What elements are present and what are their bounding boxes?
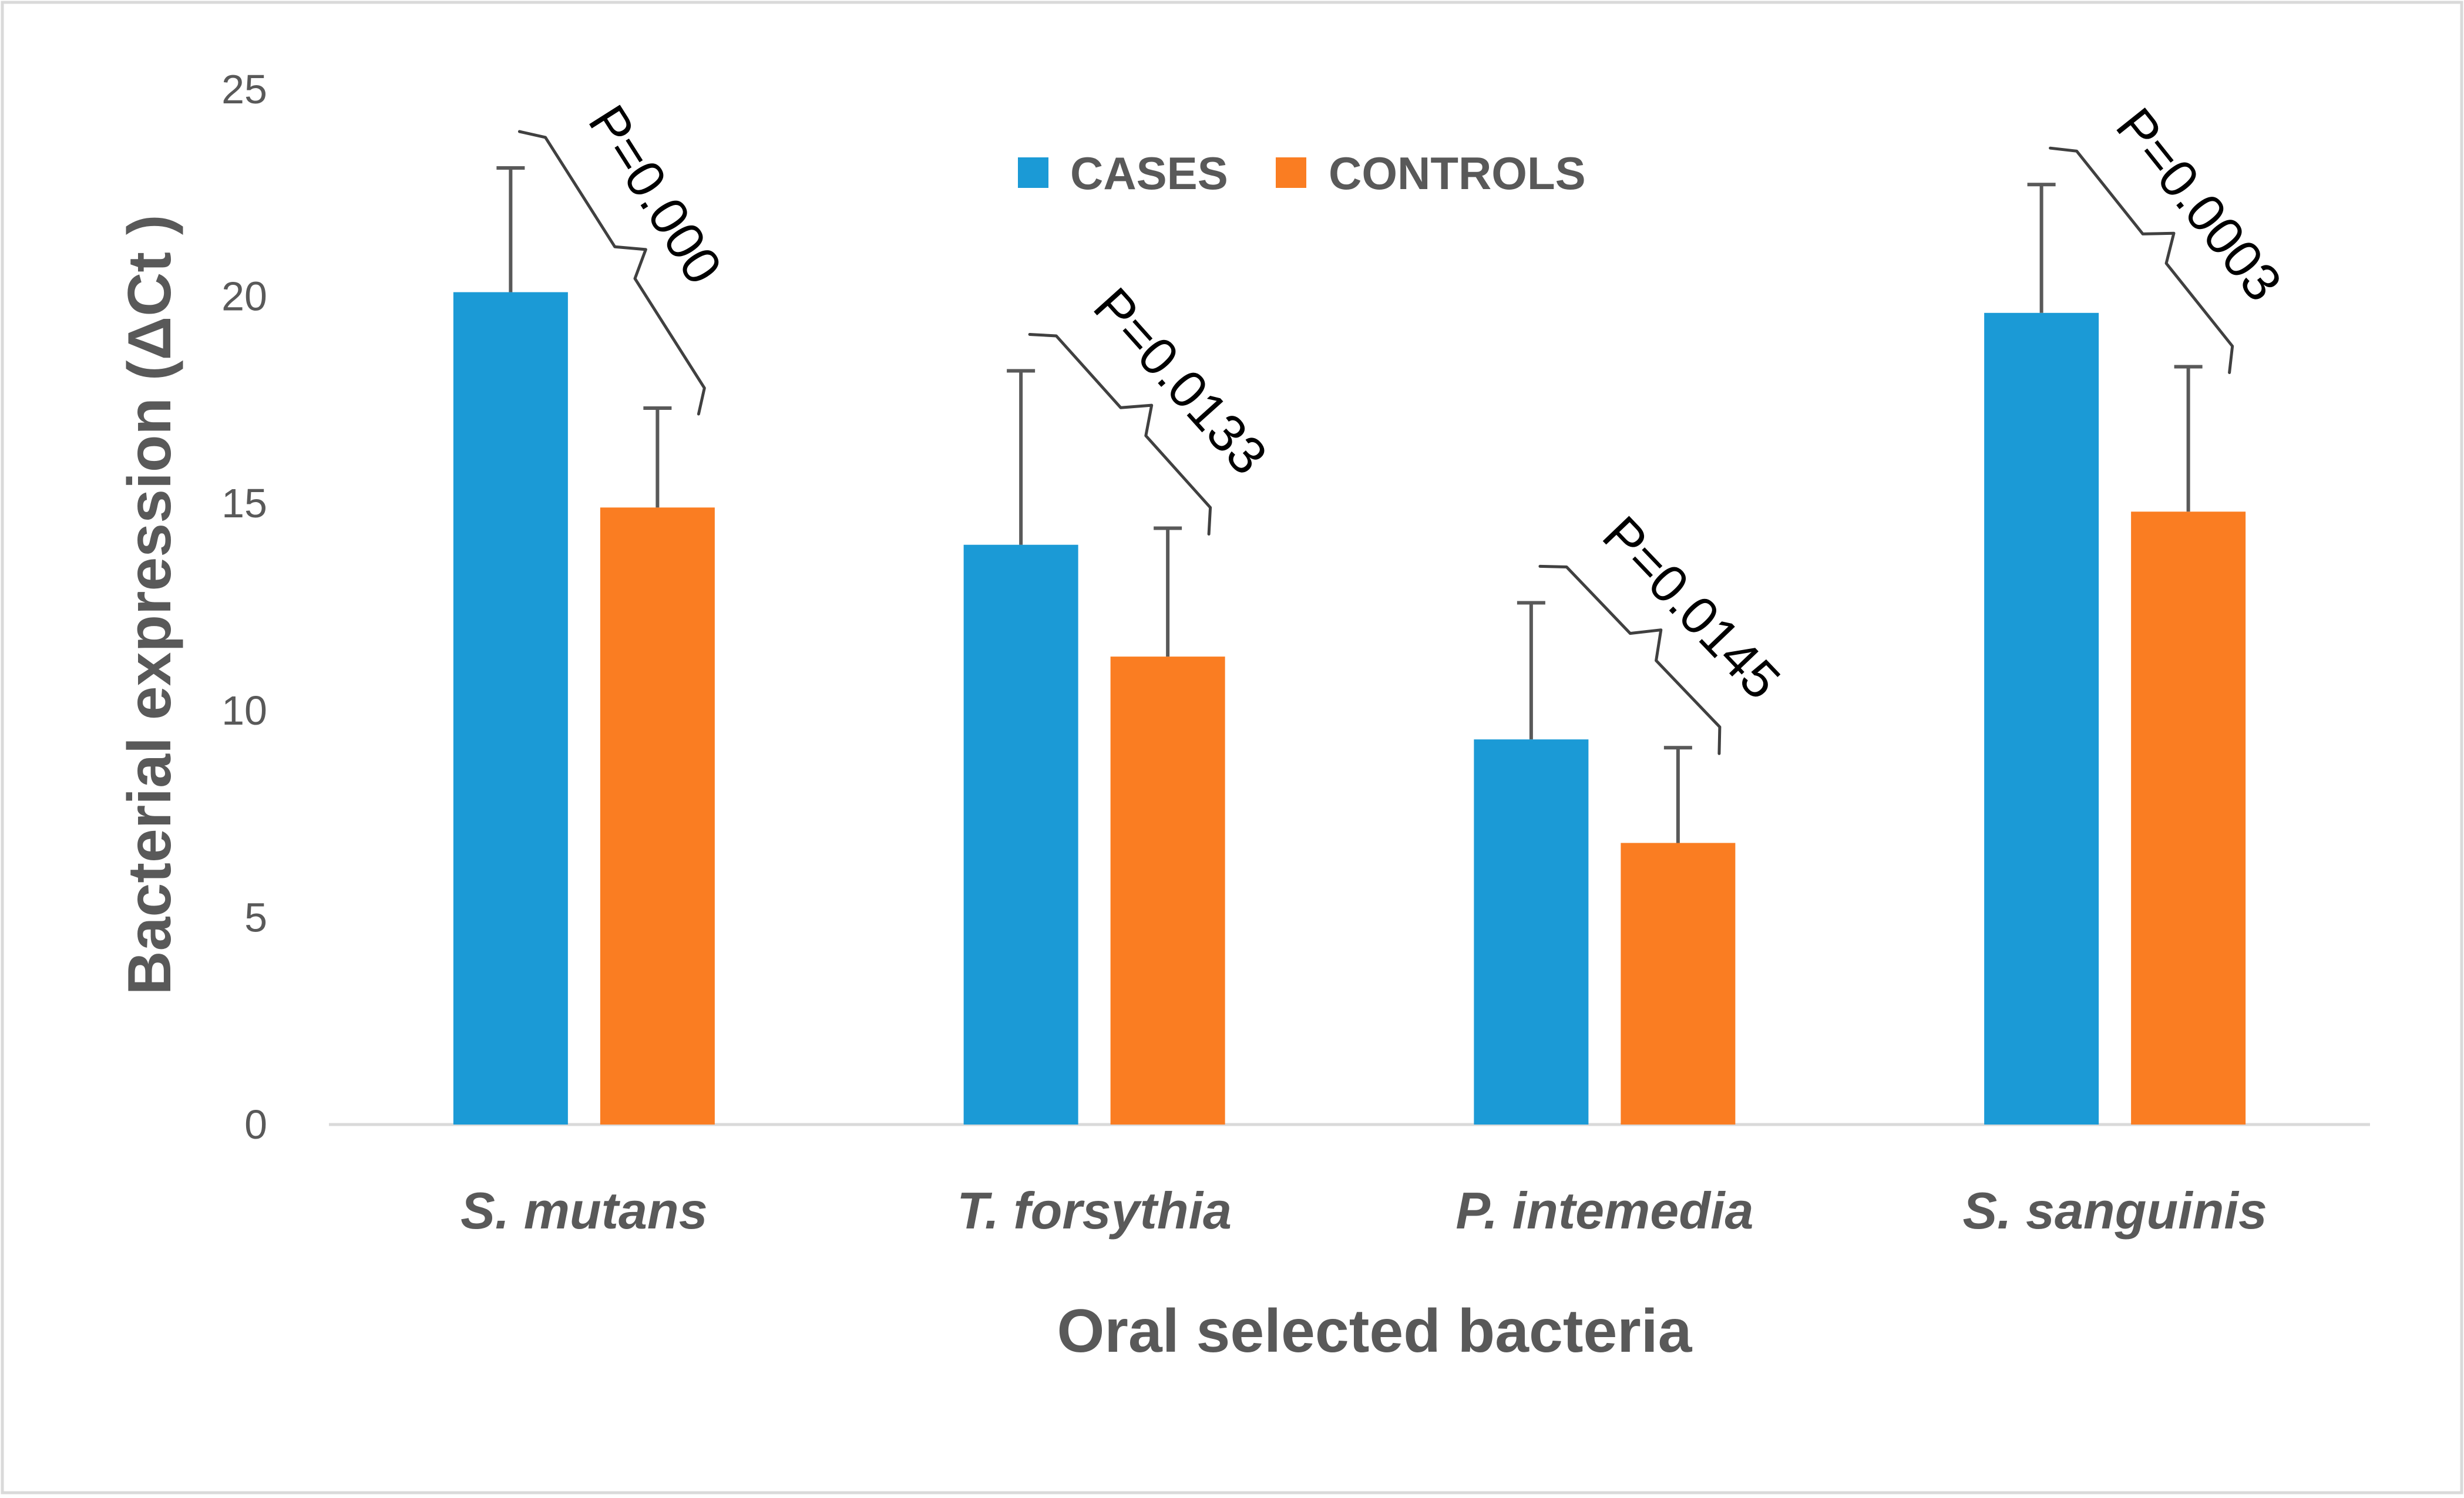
y-tick-label: 25: [221, 66, 267, 112]
bar-cases: [1474, 739, 1589, 1125]
y-tick-label: 0: [244, 1102, 267, 1147]
bar-controls: [1110, 657, 1225, 1125]
error-bars: [496, 166, 2203, 843]
significance-bracket: [2049, 146, 2234, 374]
category-labels: S. mutans T. forsythia P. intemedia S. sang…: [460, 1181, 2267, 1240]
category-label: P. intemedia: [1455, 1181, 1753, 1240]
bar-cases: [453, 292, 568, 1125]
category-label: S. sanguinis: [1962, 1181, 2267, 1240]
bar-cases: [963, 544, 1078, 1125]
y-axis-ticks: 0 5 10 15 20 25: [221, 66, 267, 1147]
category-label: T. forsythia: [957, 1181, 1232, 1240]
y-axis-title: Bacterial expression (ΔCt ): [116, 215, 184, 995]
significance-bracket: [1028, 333, 1212, 536]
legend-label-controls: CONTROLS: [1329, 147, 1586, 199]
legend-swatch-cases: [1018, 157, 1048, 188]
bar-controls: [1621, 843, 1736, 1125]
bar-controls: [600, 507, 715, 1125]
legend-label-cases: CASES: [1070, 147, 1228, 199]
x-axis-title: Oral selected bacteria: [1057, 1297, 1692, 1365]
legend: CASES CONTROLS: [1018, 147, 1586, 199]
y-tick-label: 20: [221, 274, 267, 319]
bar-cases: [1984, 312, 2099, 1125]
bars: [453, 292, 2246, 1125]
category-label: S. mutans: [460, 1181, 708, 1240]
bar-controls: [2131, 511, 2246, 1125]
y-tick-label: 15: [221, 480, 267, 526]
y-tick-label: 5: [244, 894, 267, 940]
legend-swatch-controls: [1276, 157, 1306, 188]
significance-bracket: [517, 130, 706, 416]
significance-bracket: [1538, 564, 1722, 755]
y-tick-label: 10: [221, 688, 267, 733]
